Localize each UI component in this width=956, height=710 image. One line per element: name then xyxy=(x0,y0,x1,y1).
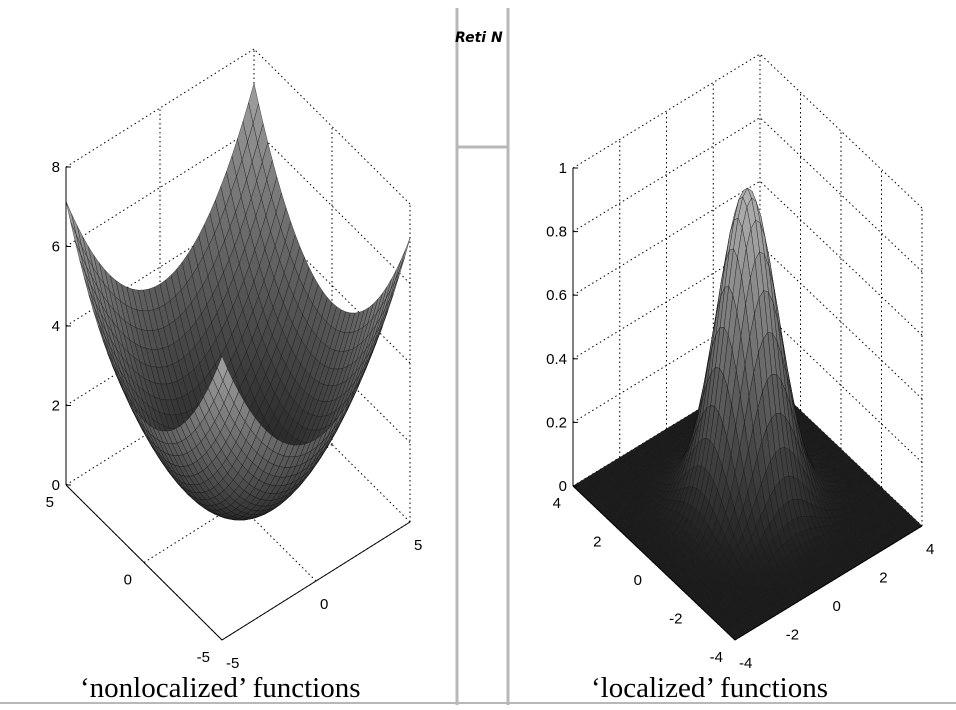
surface-quad xyxy=(395,250,405,280)
caption-nonlocalized: ‘nonlocalized’ functions xyxy=(80,672,361,705)
y-tick-label: -2 xyxy=(669,611,682,628)
z-tick-label: 4 xyxy=(52,318,60,335)
grid-line xyxy=(573,118,760,232)
y-tick-label: 5 xyxy=(46,494,54,511)
y-tick-label: 4 xyxy=(553,495,561,512)
chart-localized: 0 0.2 0.4 0.6 0.8 1 4 2 0 -2 -4 -4 -2 0 2 4 xyxy=(546,54,934,672)
header-fragment: Reti N xyxy=(455,30,503,46)
y-tick-label: -4 xyxy=(710,649,723,666)
y-axis-line xyxy=(66,485,222,640)
surface-quad xyxy=(66,201,76,235)
z-tick-label: 0 xyxy=(52,477,60,494)
surface-mesh xyxy=(573,188,922,640)
z-tick-label: 0.4 xyxy=(546,351,567,368)
z-tick-label: 1 xyxy=(559,160,567,177)
grid-line xyxy=(760,118,922,272)
z-tick-label: 0.6 xyxy=(546,287,567,304)
x-tick-label: 0 xyxy=(320,596,328,613)
z-tick-label: 0.8 xyxy=(546,224,567,241)
y-tick-label: -5 xyxy=(197,649,210,666)
x-tick-label: 0 xyxy=(833,598,841,615)
caption-localized: ‘localized’ functions xyxy=(591,672,828,705)
z-tick-label: 0.2 xyxy=(546,414,567,431)
z-tick-label: 0 xyxy=(559,478,567,495)
z-tick-label: 6 xyxy=(52,239,60,256)
y-tick-label: 2 xyxy=(593,534,601,551)
surface-mesh xyxy=(66,83,410,520)
x-tick-label: 5 xyxy=(414,537,422,554)
z-tick-label: 2 xyxy=(52,398,60,415)
x-tick-label: 4 xyxy=(926,541,934,558)
x-tick-label: -2 xyxy=(786,627,799,644)
grid-line xyxy=(760,181,922,335)
y-tick-label: 0 xyxy=(124,572,132,589)
x-tick-label: -5 xyxy=(226,655,239,672)
y-tick-label: 0 xyxy=(634,572,642,589)
x-axis-line xyxy=(222,522,410,640)
x-tick-label: -4 xyxy=(739,655,752,672)
x-tick-label: 2 xyxy=(879,570,887,587)
z-tick-label: 8 xyxy=(52,159,60,176)
surface-quad xyxy=(400,238,410,269)
